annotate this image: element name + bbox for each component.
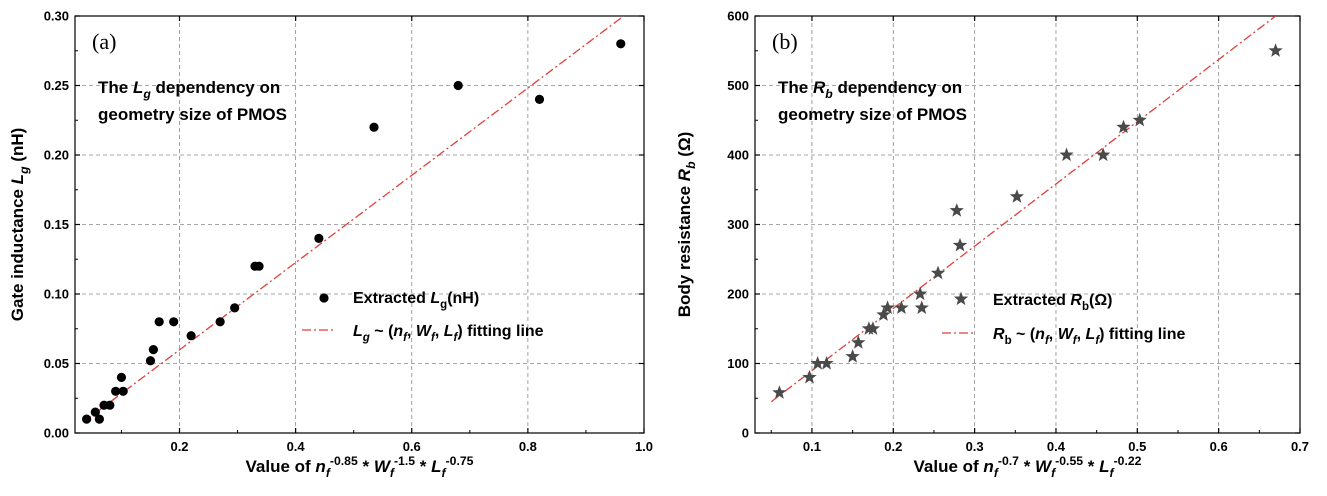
data-point-star [802,369,817,384]
annotation-line-1: The Rb dependency on [778,78,962,101]
data-point-star [952,237,968,252]
panel-label: (b) [772,29,798,54]
x-tick-label: 0.6 [403,439,421,454]
x-tick-label: 1.0 [635,439,653,454]
chart-panel-a: 0.2 0.4 0.6 0.8 1.0 0.00 0.05 0.10 0.15 0.20 0.25 0… [8,9,653,481]
annotation-line-2: geometry size of PMOS [98,105,287,124]
data-point [169,317,179,327]
x-tick-label: 0.8 [519,439,537,454]
data-point-star [1132,112,1147,127]
data-point [186,331,196,341]
data-point [111,386,121,396]
data-point [534,94,545,104]
data-point-star [1059,147,1074,162]
y-axis-label: Body resistance Rb (Ω) [675,132,698,318]
y-tick-label: 0.15 [44,217,69,232]
data-point [314,233,324,243]
data-point-star [810,356,825,370]
x-axis-label: Value of nf-0.7 * Wf-0.55 * Lf-0.22 [914,454,1142,480]
y-tick-label: 0 [742,426,749,441]
y-axis-label: Gate inductance Lg (nH) [8,128,31,322]
data-point [90,407,100,417]
legend-label-extracted: Extracted Rb(Ω) [993,292,1112,313]
data-point-star [1096,147,1111,162]
y-tick-label: 200 [727,287,749,302]
data-point-star [1009,189,1025,203]
data-point [616,39,626,49]
y-tick-label: 0.25 [44,78,69,93]
y-tick-label: 600 [727,9,749,24]
y-tick-label: 500 [727,78,749,93]
data-point-star [1116,119,1131,134]
x-tick-label: 0.4 [287,439,306,454]
data-point-star [914,300,929,314]
data-point [154,317,164,327]
data-point [215,317,225,327]
y-tick-label: 0.10 [44,287,69,302]
data-point [453,80,463,91]
data-point-star [1268,43,1283,57]
y-tick-label: 0.30 [44,9,69,24]
y-tick-label: 0.00 [44,426,69,441]
data-point [118,386,128,396]
data-point [94,414,104,424]
fitting-line [83,16,625,423]
x-tick-label: 0.1 [803,439,821,454]
x-tick-label: 0.5 [1128,439,1146,454]
annotation-line-2: geometry size of PMOS [778,105,967,124]
x-tick-label: 0.4 [1047,439,1066,454]
y-tick-label: 300 [727,217,749,232]
data-point-star [772,385,787,399]
y-tick-label: 100 [727,356,749,371]
panel-label: (a) [92,29,116,54]
y-tick-label: 0.05 [44,356,69,371]
data-point-star [880,300,895,314]
data-point-star [865,321,881,335]
data-point [116,372,127,382]
data-point [254,261,264,271]
x-tick-label: 0.6 [1210,439,1228,454]
data-point [105,400,115,410]
data-point [145,356,156,366]
x-tick-label: 0.7 [1291,439,1309,454]
data-point-star [876,307,891,321]
annotation-line-1: The Lg dependency on [98,78,280,101]
data-point-star [819,356,834,370]
chart-panel-b: 0.1 0.2 0.3 0.4 0.5 0.6 0.7 0 100 200 300 400 500 600… [675,9,1309,481]
y-tick-label: 0.20 [44,148,69,163]
data-point-star [851,335,866,349]
legend-label-extracted: Extracted Lg(nH) [353,290,479,311]
data-point [230,303,240,313]
y-tick-label: 400 [727,148,749,163]
data-point-star [845,349,860,363]
legend-marker-circle [319,293,329,303]
legend-marker-star [953,291,969,306]
x-axis-label: Value of nf-0.85 * Wf-1.5 * Lf-0.75 [246,454,474,480]
x-tick-label: 0.2 [884,439,902,454]
x-tick-label: 0.2 [170,439,188,454]
data-point-star [912,286,928,301]
legend-label-fitting: Lg ~ (nf, Wf, Lf) fitting line [353,323,544,344]
data-point [148,345,158,355]
x-tick-label: 0.3 [966,439,984,454]
data-point [82,414,92,424]
data-point [369,122,379,132]
data-point-star [930,265,946,280]
data-point-star [894,300,909,314]
legend-label-fitting: Rb ~ (nf, Wf, Lf) fitting line [993,326,1185,347]
fitting-line [770,16,1276,403]
data-point-star [949,203,964,217]
